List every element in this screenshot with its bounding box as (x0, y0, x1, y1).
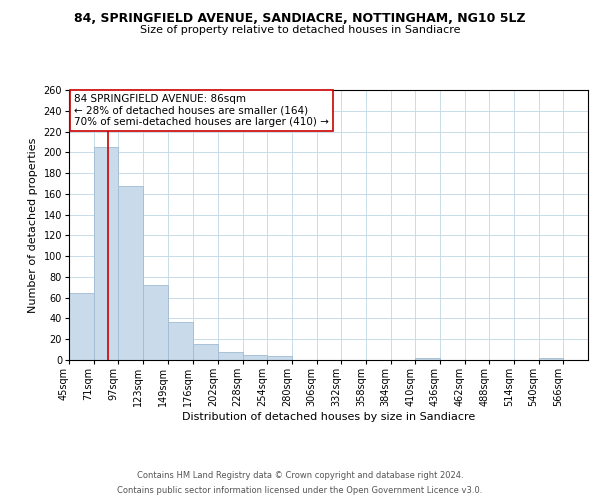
Bar (94, 147, 118, 360)
Bar (69, 292, 94, 360)
Text: Contains public sector information licensed under the Open Government Licence v3: Contains public sector information licen… (118, 486, 482, 495)
Bar (218, 352, 242, 360)
Bar (167, 322, 193, 360)
Text: 84 SPRINGFIELD AVENUE: 86sqm
← 28% of detached houses are smaller (164)
70% of s: 84 SPRINGFIELD AVENUE: 86sqm ← 28% of de… (74, 94, 329, 127)
Bar (193, 344, 218, 360)
Text: Size of property relative to detached houses in Sandiacre: Size of property relative to detached ho… (140, 25, 460, 35)
Bar (242, 355, 268, 360)
Bar (143, 285, 167, 360)
Text: 84, SPRINGFIELD AVENUE, SANDIACRE, NOTTINGHAM, NG10 5LZ: 84, SPRINGFIELD AVENUE, SANDIACRE, NOTTI… (74, 12, 526, 26)
Y-axis label: Number of detached properties: Number of detached properties (28, 138, 38, 312)
Text: Contains HM Land Registry data © Crown copyright and database right 2024.: Contains HM Land Registry data © Crown c… (137, 471, 463, 480)
X-axis label: Distribution of detached houses by size in Sandiacre: Distribution of detached houses by size … (182, 412, 475, 422)
Bar (118, 186, 143, 360)
Bar (415, 358, 440, 360)
Bar (268, 356, 292, 360)
Bar (539, 358, 563, 360)
